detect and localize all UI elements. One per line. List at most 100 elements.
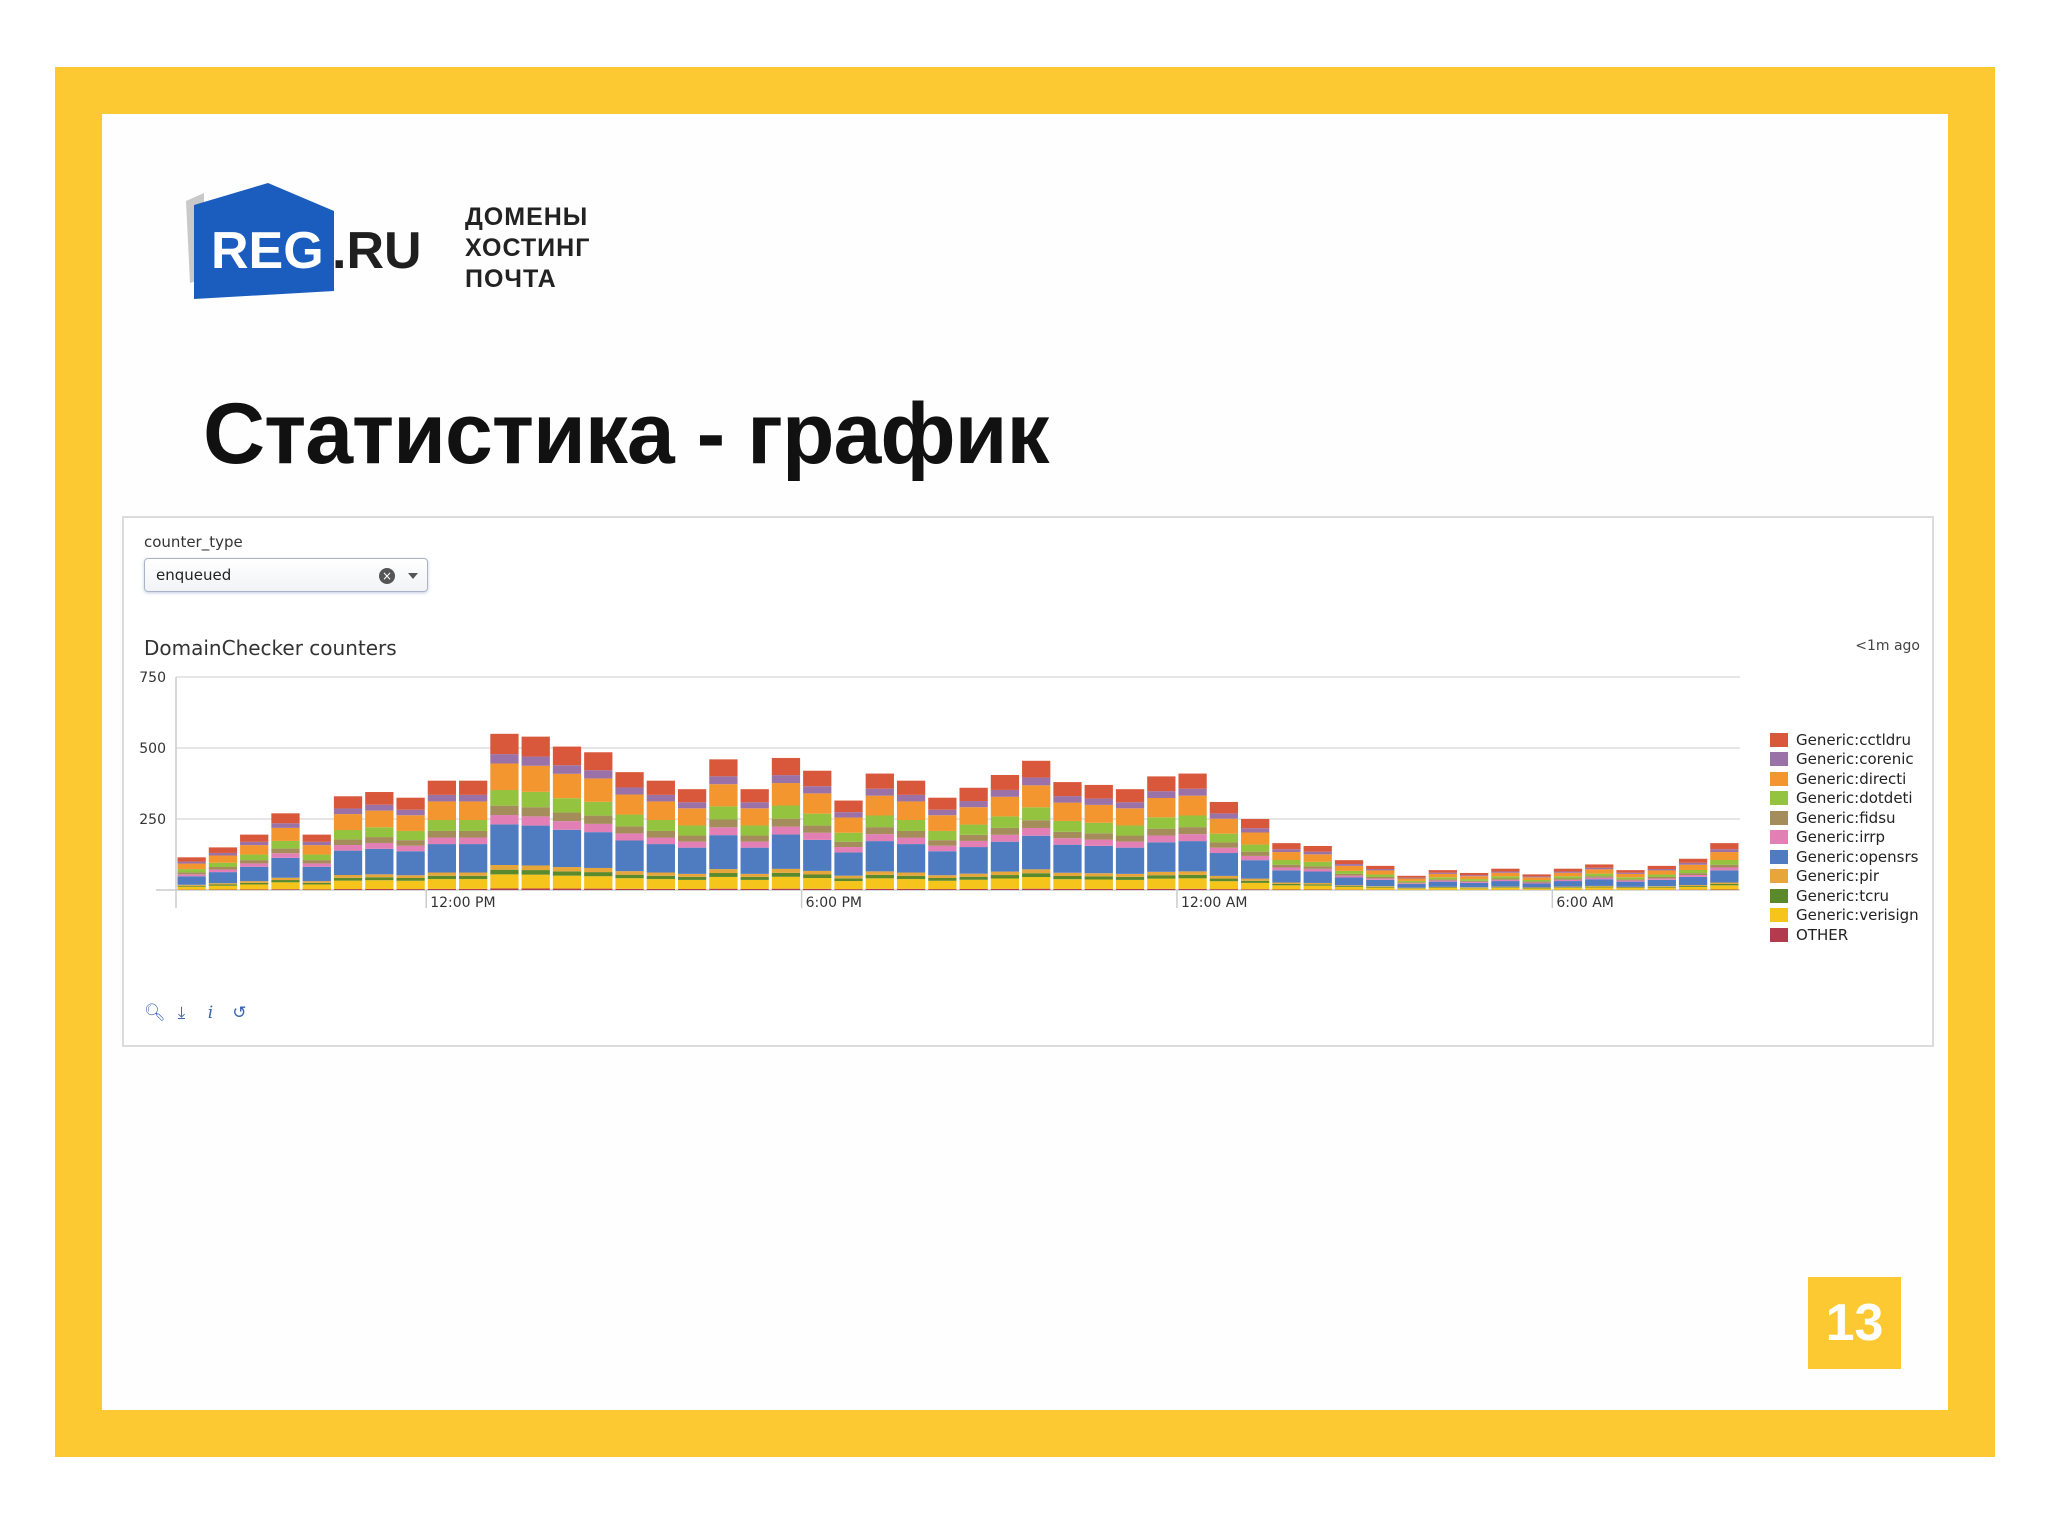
bar-segment	[490, 733, 519, 755]
bar-segment	[677, 841, 707, 848]
legend-item[interactable]: Generic:verisign	[1770, 906, 1919, 926]
bar-segment	[1459, 887, 1489, 889]
bar-segment	[1647, 876, 1676, 879]
bar-segment	[1334, 886, 1364, 888]
bar-segment	[1241, 860, 1270, 879]
tagline-line: ПОЧТА	[465, 265, 557, 293]
bar-segment	[1459, 882, 1489, 888]
bar-segment	[990, 878, 1020, 889]
bar-segment	[1397, 878, 1426, 881]
bar-segment	[959, 888, 988, 890]
bar-segment	[740, 825, 769, 836]
refresh-icon[interactable]: ↺	[232, 1003, 247, 1023]
bar-segment	[365, 880, 394, 890]
bar-segment	[1491, 871, 1520, 873]
bar-segment	[1147, 791, 1176, 798]
bar-segment	[1678, 885, 1708, 887]
bar-segment	[803, 888, 832, 890]
legend-item[interactable]: Generic:tcru	[1770, 886, 1919, 906]
bar-segment	[896, 830, 926, 838]
bar-segment	[677, 789, 707, 803]
legend-label: Generic:irrp	[1796, 828, 1885, 847]
bar-segment	[865, 795, 894, 816]
bar-segment	[928, 878, 957, 881]
bar-segment	[521, 807, 550, 817]
bar-segment	[771, 872, 801, 877]
bar-segment	[427, 820, 457, 831]
bar-segment	[677, 802, 707, 809]
bar-segment	[709, 759, 738, 777]
bar-segment	[1491, 876, 1520, 879]
bar-segment	[584, 801, 613, 816]
bar-segment	[740, 876, 769, 880]
bar-segment	[302, 860, 331, 864]
bar-segment	[959, 787, 988, 802]
bar-segment	[1616, 872, 1645, 874]
info-icon[interactable]: i	[207, 1003, 214, 1023]
bar-segment	[240, 860, 269, 864]
bar-segment	[615, 787, 644, 795]
bar-segment	[552, 829, 582, 868]
bar-segment	[271, 882, 300, 890]
legend-item[interactable]: OTHER	[1770, 925, 1919, 945]
bar-segment	[646, 780, 675, 795]
bar-segment	[271, 880, 300, 883]
clear-icon[interactable]: ×	[379, 568, 395, 584]
legend-swatch	[1770, 888, 1788, 903]
bar-segment	[1522, 877, 1551, 881]
bar-segment	[208, 883, 238, 885]
search-icon[interactable]: 🔍︎	[144, 1003, 166, 1023]
bar-segment	[1522, 883, 1551, 888]
bar-segment	[646, 837, 675, 845]
bar-segment	[1115, 802, 1145, 809]
chevron-down-icon[interactable]	[408, 573, 418, 579]
bar-segment	[677, 808, 707, 826]
bar-segment	[396, 797, 425, 810]
bar-segment	[959, 847, 988, 874]
bar-segment	[990, 774, 1020, 790]
bar-segment	[1366, 874, 1395, 877]
legend-item[interactable]: Generic:cctldru	[1770, 730, 1919, 750]
bar-segment	[1428, 872, 1457, 874]
bar-segment	[427, 879, 457, 889]
bar-segment	[1334, 887, 1364, 890]
bar-segment	[584, 823, 613, 833]
bar-segment	[1241, 832, 1270, 845]
legend-item[interactable]: Generic:corenic	[1770, 750, 1919, 770]
legend-item[interactable]: Generic:pir	[1770, 867, 1919, 887]
bar-segment	[646, 879, 675, 889]
bar-segment	[1678, 864, 1708, 871]
legend-item[interactable]: Generic:opensrs	[1770, 847, 1919, 867]
bar-segment	[1241, 855, 1270, 861]
counter-type-select[interactable]: enqueued ×	[144, 558, 428, 592]
bar-segment	[1428, 886, 1457, 888]
bar-segment	[333, 839, 363, 846]
bar-segment	[740, 847, 769, 874]
bar-segment	[1178, 788, 1207, 796]
bar-segment	[1084, 876, 1113, 880]
bar-segment	[365, 842, 394, 849]
bar-segment	[1491, 878, 1520, 880]
bar-segment	[1616, 870, 1645, 873]
bar-segment	[959, 879, 988, 889]
bar-segment	[1397, 875, 1426, 878]
bar-segment	[1334, 864, 1364, 866]
bar-segment	[1428, 879, 1457, 881]
legend-item[interactable]: Generic:fidsu	[1770, 808, 1919, 828]
bar-segment	[865, 815, 894, 828]
legend-item[interactable]: Generic:directi	[1770, 769, 1919, 789]
bar-segment	[1209, 881, 1239, 890]
bar-segment	[865, 874, 894, 879]
download-icon[interactable]: ⤓	[177, 1003, 186, 1023]
legend-item[interactable]: Generic:dotdeti	[1770, 789, 1919, 809]
bar-segment	[1553, 879, 1583, 882]
legend-item[interactable]: Generic:irrp	[1770, 828, 1919, 848]
bar-segment	[1647, 870, 1676, 875]
bar-segment	[1178, 874, 1207, 879]
bar-segment	[928, 797, 957, 810]
bar-segment	[646, 801, 675, 821]
bar-segment	[990, 834, 1020, 842]
bar-segment	[584, 778, 613, 802]
bar-segment	[1147, 797, 1176, 818]
bar-segment	[1647, 887, 1676, 890]
